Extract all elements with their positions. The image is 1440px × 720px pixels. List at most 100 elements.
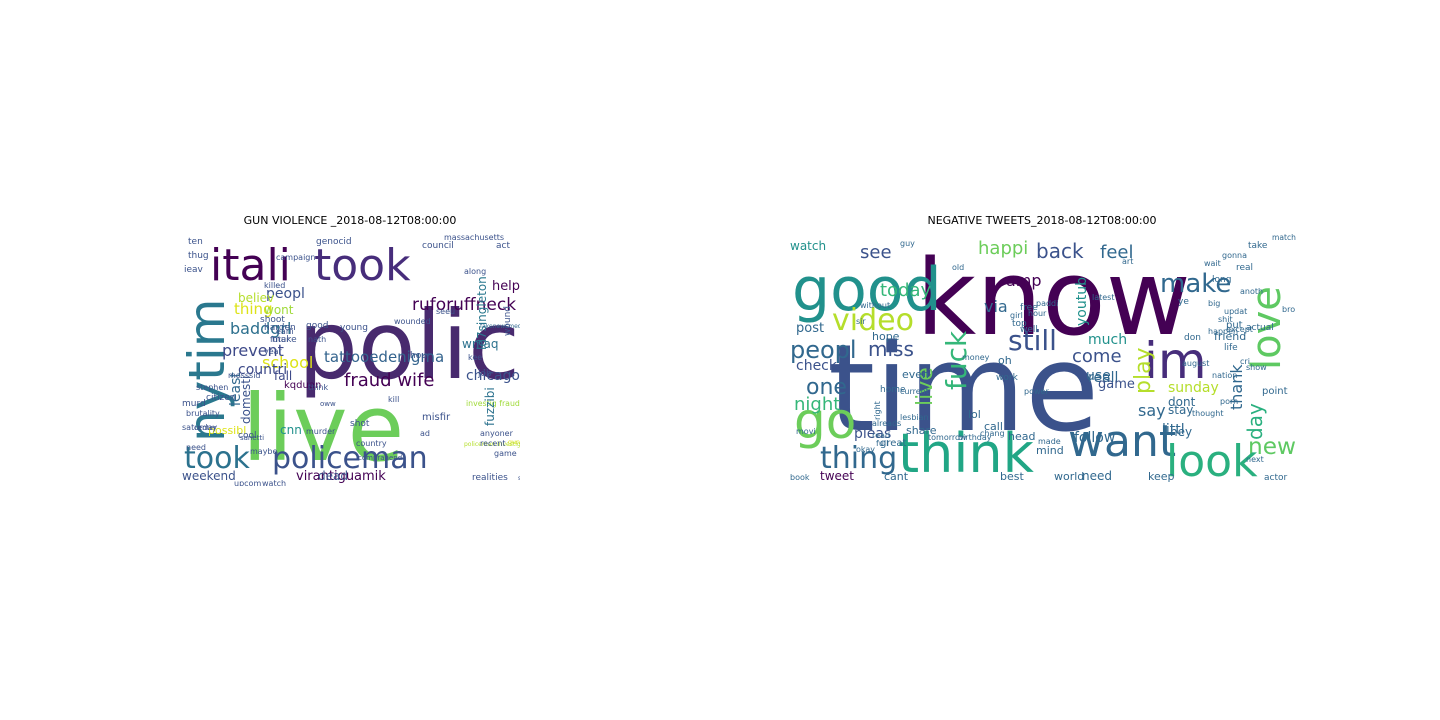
cloud-word: good xyxy=(306,321,328,331)
cloud-word: ye xyxy=(1178,297,1189,307)
cloud-word: shit xyxy=(1218,315,1233,324)
cloud-word: time xyxy=(828,320,1099,459)
cloud-word: wmaq xyxy=(462,337,498,351)
cloud-word: earli xyxy=(276,327,294,336)
cloud-word: act xyxy=(496,241,510,251)
cloud-word: took xyxy=(184,441,250,476)
cloud-word: school xyxy=(262,353,313,372)
cloud-word: nation xyxy=(1212,371,1237,380)
cloud-word: took xyxy=(314,240,411,291)
cloud-word: wont xyxy=(264,303,294,317)
panel-title-negative-tweets: NEGATIVE TWEETS_2018-08-12T08:00:00 xyxy=(927,214,1157,227)
cloud-word: oh xyxy=(998,354,1012,367)
cloud-word: share xyxy=(906,424,937,437)
cloud-word: genocid xyxy=(316,237,352,247)
cloud-word: recent xyxy=(480,439,506,448)
cloud-word: money xyxy=(962,353,990,362)
cloud-word: hey xyxy=(1170,425,1192,439)
cloud-word: make xyxy=(1160,269,1231,299)
cloud-word: friend xyxy=(1214,330,1246,343)
cloud-word: match xyxy=(1272,233,1296,242)
cloud-word: work xyxy=(996,373,1019,383)
cloud-word: mind xyxy=(1036,444,1064,457)
cloud-word: reall xyxy=(1088,370,1118,386)
cloud-word: life xyxy=(1224,343,1238,353)
cloud-word: know xyxy=(916,237,1191,359)
cloud-word: long xyxy=(1212,275,1231,285)
cloud-word: young xyxy=(340,323,368,333)
cloud-word: video xyxy=(832,303,914,338)
cloud-word: chang xyxy=(980,429,1005,438)
cloud-word: cool xyxy=(238,431,256,441)
cloud-word: head xyxy=(1008,430,1035,443)
cloud-word: nath xyxy=(308,335,326,344)
cloud-word: look xyxy=(1166,436,1258,486)
cloud-word: anyoner xyxy=(480,429,514,438)
cloud-word: fuzzibi xyxy=(483,387,497,426)
cloud-word: live xyxy=(242,375,404,482)
cloud-word: night xyxy=(794,394,840,415)
cloud-word: without xyxy=(860,301,890,310)
cloud-word: free xyxy=(1020,303,1038,313)
cloud-word: itali xyxy=(210,240,291,291)
cloud-word: saturday xyxy=(182,423,217,432)
cloud-word: domesti xyxy=(239,376,253,424)
cloud-word: go xyxy=(794,392,856,450)
cloud-word: nytim xyxy=(180,299,236,442)
cloud-word: actual xyxy=(1246,323,1274,333)
cloud-word: hour xyxy=(1028,309,1047,318)
cloud-word: feel xyxy=(1100,242,1134,263)
cloud-word: real xyxy=(1236,263,1253,273)
cloud-word: world xyxy=(1054,470,1084,483)
cloud-word: prevent xyxy=(222,341,284,360)
cloud-word: investig fraud xyxy=(466,399,520,408)
cloud-word: well xyxy=(1020,325,1038,335)
cloud-word: want xyxy=(1068,416,1176,467)
cloud-word: murder xyxy=(306,427,336,436)
cloud-word: seeu xyxy=(436,307,455,316)
cloud-word: thing xyxy=(820,441,897,476)
cloud-word: center xyxy=(194,424,217,432)
cloud-word: latest xyxy=(1092,293,1115,302)
cloud-word: point xyxy=(1262,386,1288,397)
cloud-word: even xyxy=(902,368,929,381)
cloud-word: believ xyxy=(238,291,274,305)
cloud-word: comprahend xyxy=(358,454,402,462)
cloud-word: chicago xyxy=(466,368,520,384)
cloud-word: misfir xyxy=(422,412,451,423)
cloud-word: hour xyxy=(410,351,431,361)
cloud-word: shoot xyxy=(260,315,285,325)
cloud-word: need xyxy=(1082,469,1112,483)
cloud-word: gun xyxy=(508,439,520,446)
cloud-word: policeman investig xyxy=(464,441,520,448)
cloud-word: game xyxy=(494,449,517,458)
cloud-word: anoth xyxy=(1240,287,1263,296)
cloud-word: best xyxy=(1000,470,1024,483)
cloud-word: thank xyxy=(1227,364,1246,410)
cloud-word: kqduan xyxy=(284,380,321,391)
cloud-word: use xyxy=(1086,368,1111,384)
cloud-word: cnn xyxy=(280,423,302,437)
cloud-word: put xyxy=(1226,320,1243,331)
cloud-word: policeman xyxy=(272,441,428,476)
cloud-word: citizen xyxy=(206,393,235,403)
cloud-word: virantiguamik xyxy=(296,469,386,484)
cloud-word: cri xyxy=(1240,357,1250,366)
cloud-word: paddi xyxy=(1036,299,1058,308)
cloud-word: back xyxy=(1036,239,1084,263)
cloud-word: possibl xyxy=(208,424,246,437)
cloud-word: kee xyxy=(468,353,482,362)
cloud-word: year xyxy=(264,347,283,356)
cloud-word: gonna xyxy=(1222,251,1247,260)
cloud-word: show xyxy=(1246,363,1267,372)
cloud-word: guy xyxy=(900,239,915,248)
cloud-word: art xyxy=(1122,257,1133,266)
cloud-word: via xyxy=(984,297,1008,316)
cloud-word: ruforuffneck xyxy=(412,295,516,315)
cloud-word: fraud wife xyxy=(344,370,434,391)
cloud-word: updat xyxy=(1224,307,1247,316)
cloud-word: lesbian xyxy=(900,413,929,422)
cloud-word: love xyxy=(1244,286,1290,370)
cloud-word: pleas xyxy=(854,426,891,442)
cloud-word: need xyxy=(186,443,206,452)
